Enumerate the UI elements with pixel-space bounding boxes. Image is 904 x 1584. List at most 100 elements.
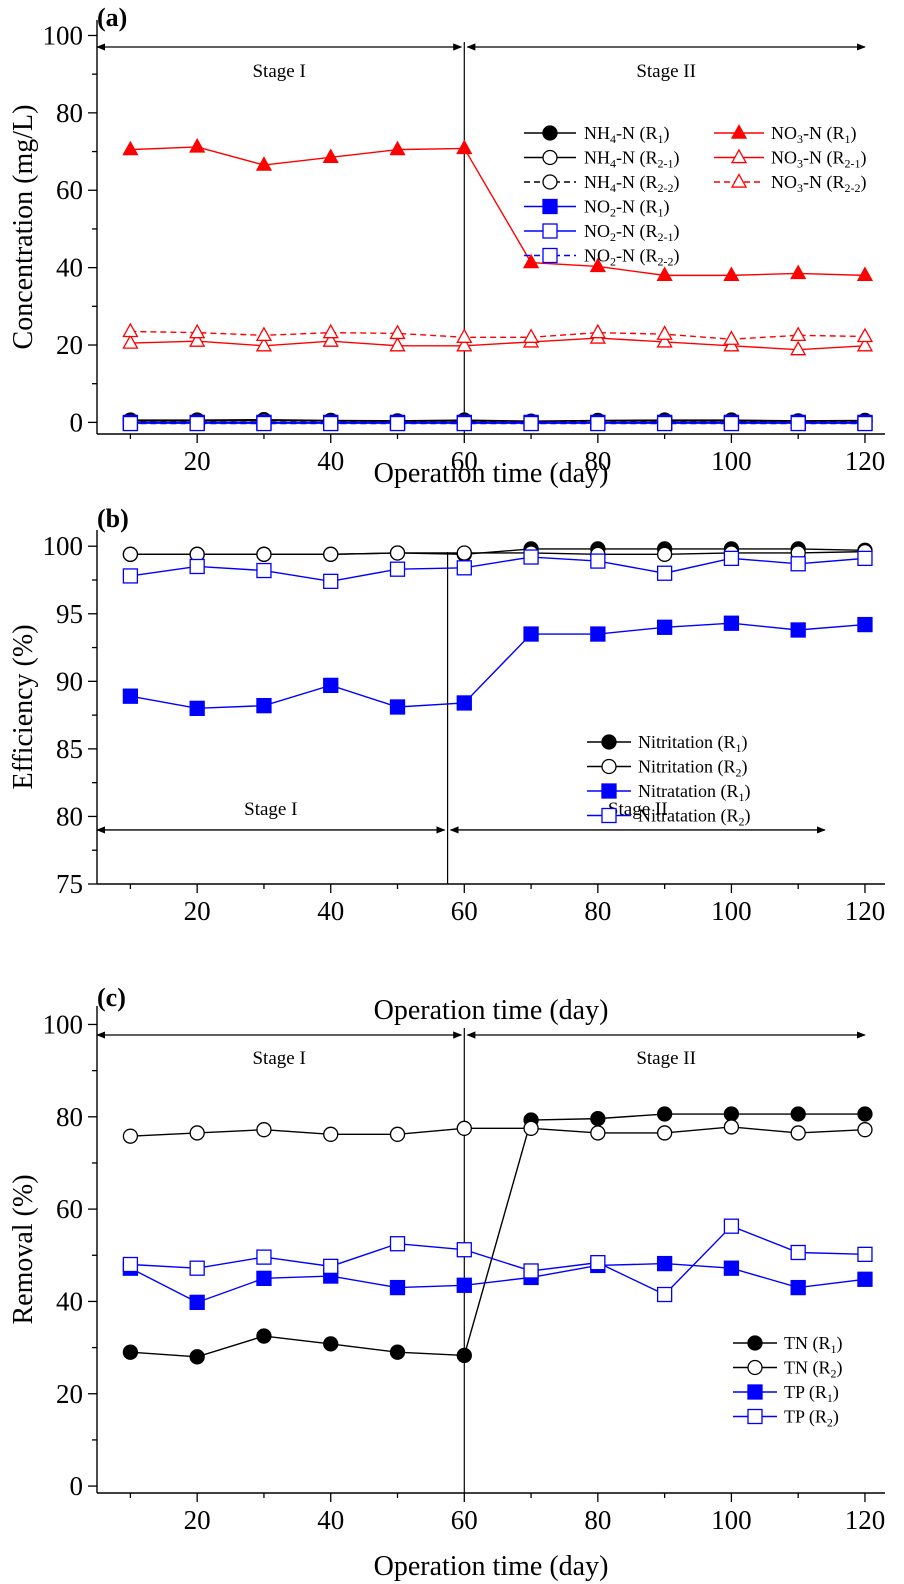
legend-entry: TN (R1) bbox=[784, 1333, 843, 1356]
data-point bbox=[723, 415, 740, 432]
data-point bbox=[723, 1106, 740, 1122]
data-point bbox=[323, 573, 339, 589]
y-tick-label: 75 bbox=[56, 869, 83, 899]
series-line bbox=[130, 1113, 865, 1358]
data-point bbox=[389, 140, 406, 156]
y-tick-label: 80 bbox=[56, 98, 83, 128]
data-point bbox=[323, 546, 339, 562]
legend-marker bbox=[730, 173, 748, 188]
data-point bbox=[523, 415, 539, 432]
data-point bbox=[122, 140, 139, 156]
data-point bbox=[389, 1279, 406, 1296]
data-point bbox=[255, 336, 273, 352]
stage-label: Stage I bbox=[244, 799, 297, 820]
data-point bbox=[790, 326, 807, 342]
data-point bbox=[656, 1125, 673, 1141]
x-tick-label: 100 bbox=[711, 1505, 752, 1535]
data-point bbox=[656, 565, 673, 581]
data-point bbox=[589, 323, 606, 339]
data-point bbox=[122, 322, 139, 338]
data-point bbox=[389, 324, 406, 340]
x-tick-label: 100 bbox=[711, 446, 752, 476]
data-point bbox=[456, 1277, 472, 1293]
data-point bbox=[456, 560, 472, 576]
data-point bbox=[590, 1125, 606, 1141]
data-point bbox=[656, 333, 673, 348]
legend-marker bbox=[542, 125, 558, 141]
x-tick-label: 80 bbox=[584, 446, 611, 476]
data-point bbox=[255, 156, 273, 171]
data-point bbox=[322, 323, 339, 339]
legend-marker bbox=[601, 783, 617, 799]
data-point bbox=[122, 1344, 139, 1360]
data-point bbox=[256, 1270, 272, 1287]
data-point bbox=[522, 328, 540, 343]
legend-marker bbox=[730, 124, 748, 139]
data-point bbox=[723, 1119, 740, 1135]
data-point bbox=[389, 561, 406, 577]
data-point bbox=[790, 1125, 806, 1141]
legend-marker bbox=[730, 148, 748, 164]
data-point bbox=[523, 1120, 539, 1136]
legend-marker bbox=[542, 198, 558, 215]
y-tick-label: 40 bbox=[56, 253, 83, 283]
data-point bbox=[790, 1244, 806, 1261]
legend-entry: NO2-N (R2-1) bbox=[584, 221, 680, 244]
data-point bbox=[256, 1249, 272, 1265]
data-point bbox=[256, 415, 272, 432]
data-point bbox=[522, 253, 540, 269]
data-point bbox=[323, 677, 339, 694]
data-point bbox=[323, 1258, 339, 1274]
data-point bbox=[523, 1263, 539, 1279]
data-point bbox=[590, 1110, 606, 1127]
data-point bbox=[456, 1120, 472, 1136]
data-point bbox=[723, 1260, 740, 1276]
data-point bbox=[189, 700, 205, 717]
legend-marker bbox=[542, 174, 558, 190]
data-point bbox=[256, 562, 272, 579]
data-point bbox=[389, 1344, 406, 1360]
data-point bbox=[656, 1106, 673, 1122]
data-point bbox=[723, 615, 740, 631]
panel-tag: (a) bbox=[97, 3, 127, 32]
x-tick-label: 40 bbox=[317, 446, 344, 476]
data-point bbox=[256, 546, 272, 562]
data-point bbox=[523, 549, 539, 565]
legend-marker bbox=[747, 1384, 763, 1400]
x-tick-label: 40 bbox=[317, 896, 344, 926]
data-point bbox=[456, 336, 473, 352]
data-point bbox=[456, 695, 472, 711]
x-tick-label: 120 bbox=[845, 1505, 886, 1535]
data-point bbox=[723, 1218, 740, 1234]
legend-entry: NH4-N (R2-1) bbox=[584, 148, 680, 171]
data-point bbox=[857, 1106, 873, 1122]
data-point bbox=[589, 257, 606, 273]
y-tick-label: 100 bbox=[43, 531, 84, 561]
data-point bbox=[656, 266, 673, 282]
legend-entry: TP (R1) bbox=[784, 1382, 839, 1405]
y-tick-label: 0 bbox=[70, 1471, 84, 1501]
data-point bbox=[122, 1128, 139, 1144]
data-point bbox=[590, 626, 606, 642]
x-axis-label: Operation time (day) bbox=[374, 995, 609, 1026]
data-point bbox=[189, 1349, 205, 1365]
data-point bbox=[389, 699, 406, 715]
data-point bbox=[389, 415, 406, 432]
legend-entry: Nitratation (R1) bbox=[638, 781, 750, 804]
series-line bbox=[130, 550, 865, 556]
data-point bbox=[389, 336, 406, 352]
data-point bbox=[323, 1126, 339, 1142]
x-tick-label: 20 bbox=[184, 446, 211, 476]
y-tick-label: 40 bbox=[56, 1286, 83, 1316]
y-tick-label: 95 bbox=[56, 599, 83, 629]
data-point bbox=[323, 1336, 339, 1352]
x-tick-label: 100 bbox=[711, 896, 752, 926]
y-axis-label: Removal (%) bbox=[8, 1174, 39, 1324]
y-tick-label: 60 bbox=[56, 175, 83, 205]
data-point bbox=[856, 336, 874, 352]
data-point bbox=[122, 546, 139, 562]
data-point bbox=[189, 323, 206, 339]
data-point bbox=[656, 1255, 673, 1272]
data-point bbox=[189, 138, 206, 153]
